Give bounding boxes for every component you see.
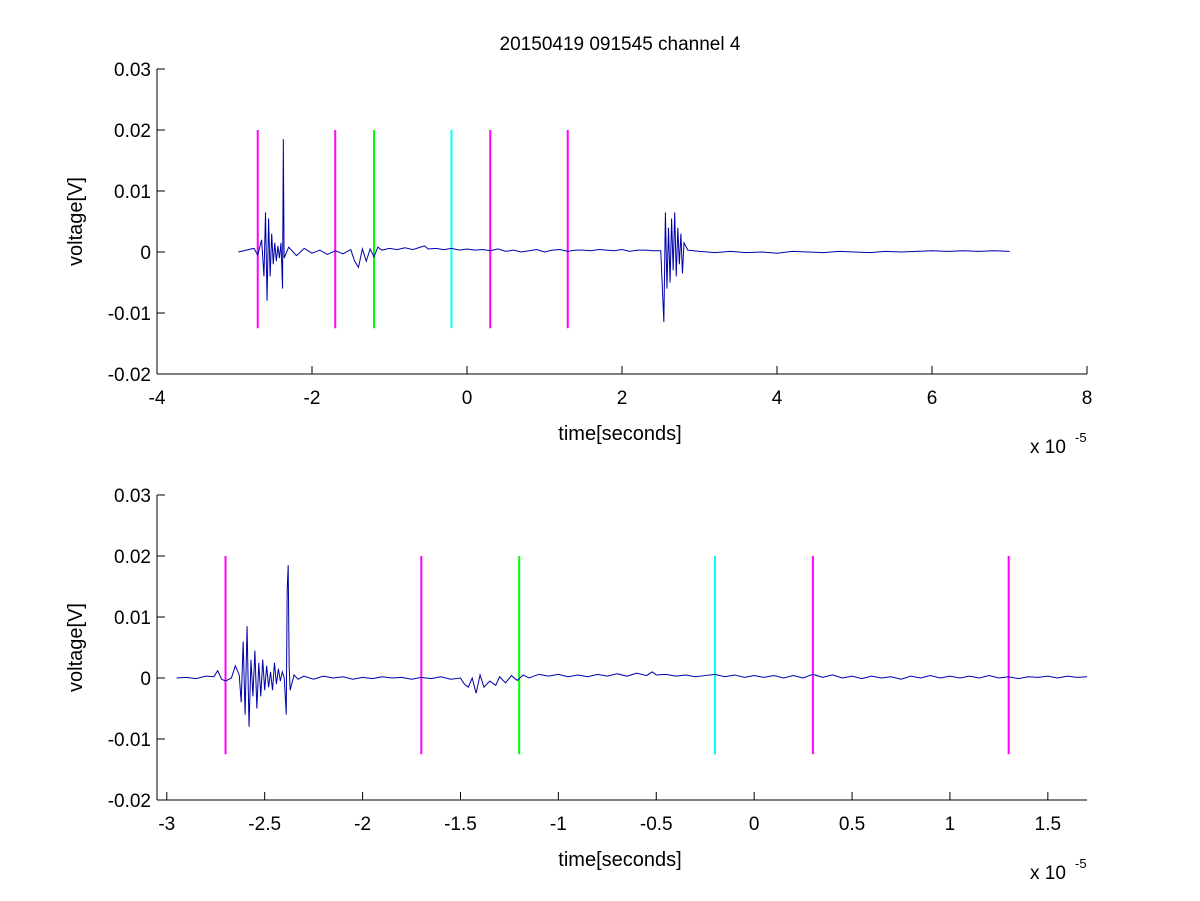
x-multiplier-exponent: -5 xyxy=(1075,430,1087,445)
y-tick-label: 0.03 xyxy=(114,486,151,507)
axes-2: -0.02 -0.01 0 0.01 0.02 0.03 -3 -2.5 -2 -1.5 -1 -0.… xyxy=(65,486,1088,884)
y-tick-label: 0.02 xyxy=(114,121,151,142)
y-tick-label: -0.01 xyxy=(108,304,151,325)
y-tick-label: 0.01 xyxy=(114,608,151,629)
x-tick-label: 0.5 xyxy=(839,814,865,835)
y-axis-label: voltage[V] xyxy=(65,603,87,692)
x-tick-label: -3 xyxy=(158,814,175,835)
y-tick-label: -0.01 xyxy=(108,730,151,751)
x-tick-label: -0.5 xyxy=(640,814,673,835)
x-tick-label: -4 xyxy=(149,388,166,409)
x-multiplier-label: x 10 xyxy=(1030,863,1066,884)
figure-title: 20150419 091545 channel 4 xyxy=(500,34,741,55)
x-tick-label: 4 xyxy=(772,388,783,409)
x-tick-label: -2 xyxy=(354,814,371,835)
x-tick-label: 6 xyxy=(927,388,938,409)
y-tick-label: -0.02 xyxy=(108,791,151,812)
y-tick-label: 0.01 xyxy=(114,182,151,203)
x-tick-label: 0 xyxy=(462,388,473,409)
x-tick-label: 1.5 xyxy=(1035,814,1061,835)
y-tick-label: -0.02 xyxy=(108,365,151,386)
signal-series-line xyxy=(176,565,1088,727)
x-multiplier-label: x 10 xyxy=(1030,437,1066,458)
x-tick-label: 0 xyxy=(749,814,760,835)
x-tick-label: 8 xyxy=(1082,388,1093,409)
x-tick-label: -1 xyxy=(550,814,567,835)
axes-1: -0.02 -0.01 0 0.01 0.02 0.03 -4 -2 0 2 4 6 8 time[sec… xyxy=(65,60,1092,458)
x-tick-label: 2 xyxy=(617,388,628,409)
y-tick-label: 0 xyxy=(140,669,151,690)
x-multiplier-exponent: -5 xyxy=(1075,856,1087,871)
x-axis-label: time[seconds] xyxy=(558,423,681,445)
signal-series-line xyxy=(238,139,1010,323)
x-axis-label: time[seconds] xyxy=(558,849,681,871)
y-axis-label: voltage[V] xyxy=(65,177,87,266)
x-tick-label: 1 xyxy=(945,814,956,835)
x-tick-label: -1.5 xyxy=(444,814,477,835)
x-tick-label: -2 xyxy=(304,388,321,409)
y-tick-label: 0.02 xyxy=(114,547,151,568)
y-tick-label: 0.03 xyxy=(114,60,151,81)
x-tick-label: -2.5 xyxy=(248,814,281,835)
y-tick-label: 0 xyxy=(140,243,151,264)
